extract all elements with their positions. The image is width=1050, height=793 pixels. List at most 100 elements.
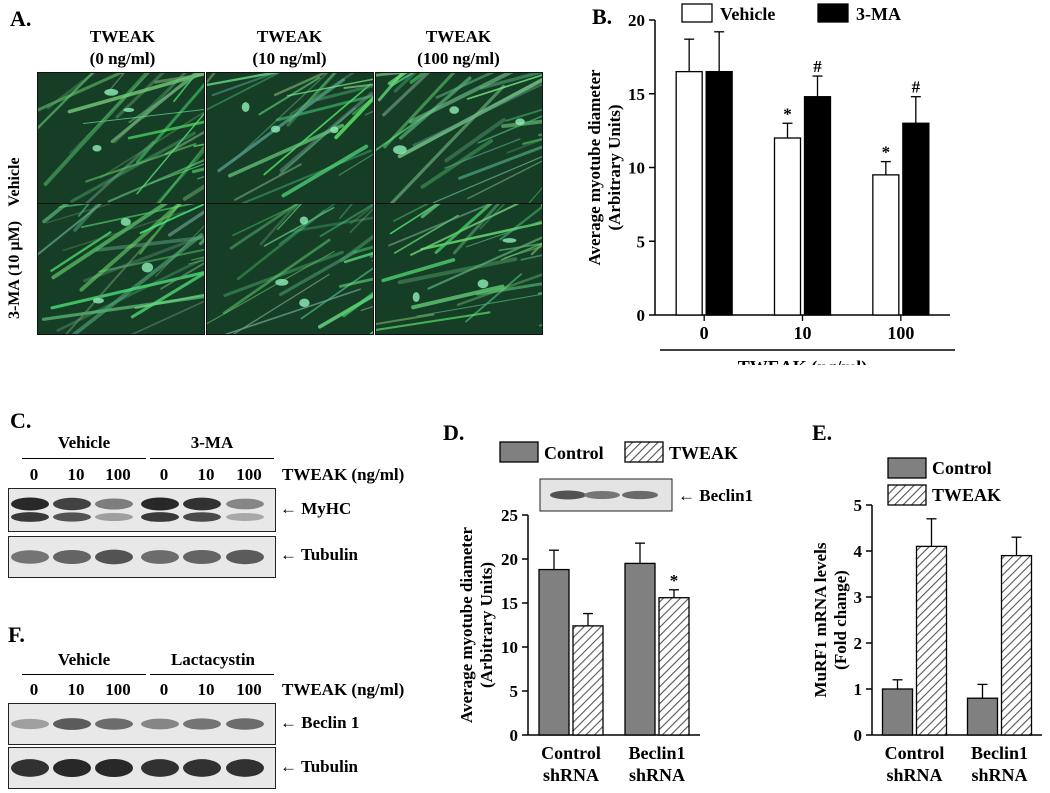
y-tick-label: 0 bbox=[510, 726, 519, 745]
panel-label: B. bbox=[592, 4, 612, 29]
myotube-fibre bbox=[376, 313, 435, 326]
myotube-fibre bbox=[50, 270, 204, 310]
myotube-fibre bbox=[236, 209, 326, 281]
band bbox=[183, 512, 221, 522]
myotube-fibre bbox=[138, 204, 182, 255]
y-axis-label: MuRF1 mRNA levels bbox=[811, 542, 830, 697]
cell-cluster bbox=[92, 297, 104, 304]
cell-cluster bbox=[92, 144, 102, 152]
myotube-fibre bbox=[231, 73, 329, 163]
x-tick-label: 10 bbox=[794, 323, 812, 343]
myotube-fibre bbox=[38, 73, 95, 130]
arrow-icon: ← bbox=[280, 499, 297, 518]
micrograph-vehicle-100 bbox=[375, 72, 543, 204]
myotube-fibre bbox=[467, 160, 542, 200]
significance-mark: # bbox=[912, 78, 921, 97]
group-line bbox=[150, 674, 274, 675]
myotube-fibre bbox=[433, 156, 542, 203]
myotube-fibre bbox=[167, 210, 204, 237]
myotube-fibre bbox=[135, 82, 204, 164]
bar bbox=[658, 597, 690, 736]
lane-label: 100 bbox=[105, 680, 131, 699]
cell-cluster bbox=[123, 107, 135, 113]
myotube-fibre bbox=[458, 145, 542, 180]
bar bbox=[773, 137, 802, 316]
x-tick-label: 0 bbox=[700, 323, 709, 343]
bar bbox=[902, 122, 930, 316]
bar bbox=[624, 562, 656, 736]
myotube-fibre bbox=[263, 206, 335, 247]
significance-mark: # bbox=[813, 57, 822, 76]
myotube-fibre bbox=[319, 204, 373, 238]
band bbox=[53, 512, 91, 522]
myotube-fibre bbox=[435, 73, 495, 99]
myotube-fibre bbox=[207, 250, 335, 325]
myotube-fibre bbox=[211, 73, 278, 97]
band bbox=[95, 512, 133, 522]
myotube-fibre bbox=[427, 236, 542, 290]
myotube-fibre bbox=[107, 159, 204, 203]
myotube-fibre bbox=[43, 73, 150, 186]
legend-label: Vehicle bbox=[720, 4, 775, 24]
myotube-fibre bbox=[381, 258, 456, 283]
myotube-fibre bbox=[520, 254, 542, 261]
band bbox=[183, 549, 221, 565]
inset-band bbox=[550, 490, 586, 500]
legend-label: Control bbox=[932, 458, 992, 478]
myotube-fibre bbox=[164, 130, 204, 156]
band-label: MyHC bbox=[301, 499, 352, 518]
x-tick-label: Beclin1 bbox=[629, 743, 686, 763]
group-line bbox=[22, 674, 146, 675]
band-label: Tubulin bbox=[300, 757, 358, 776]
myotube-fibre bbox=[83, 235, 203, 283]
myotube-fibre bbox=[343, 83, 373, 90]
band-label-myhc: ← MyHC bbox=[280, 499, 351, 519]
micrograph-3ma-10 bbox=[206, 203, 374, 335]
band bbox=[183, 718, 221, 730]
myotube-fibre bbox=[155, 148, 204, 203]
y-tick-label: 25 bbox=[501, 506, 518, 525]
myotube-fibre bbox=[217, 78, 345, 173]
band bbox=[141, 718, 179, 730]
myotube-fibre bbox=[71, 233, 204, 334]
myotube-fibre bbox=[397, 257, 518, 285]
y-tick-label: 2 bbox=[854, 634, 863, 653]
myotube-fibre bbox=[46, 73, 96, 110]
myotube-fibre bbox=[224, 288, 361, 334]
y-tick-label: 20 bbox=[628, 11, 645, 30]
cell-cluster bbox=[502, 238, 517, 243]
myotube-fibre bbox=[338, 153, 373, 176]
y-tick-label: 4 bbox=[854, 542, 863, 561]
myotube-fibre bbox=[382, 73, 431, 117]
blot-myhc bbox=[8, 488, 276, 532]
myotube-fibre bbox=[38, 73, 125, 112]
band bbox=[11, 759, 49, 777]
lane-label: 0 bbox=[159, 465, 169, 484]
significance-mark: * bbox=[670, 571, 679, 590]
bar bbox=[915, 545, 948, 736]
myotube-fibre bbox=[389, 84, 506, 203]
x-tick-label: shRNA bbox=[971, 765, 1027, 785]
lane-label: 10 bbox=[67, 680, 85, 699]
group-label-vehicle: Vehicle bbox=[57, 650, 111, 669]
myotube-fibre bbox=[338, 277, 373, 288]
myotube-fibre bbox=[377, 73, 405, 102]
myotube-fibre bbox=[110, 73, 199, 143]
cell-cluster bbox=[275, 278, 289, 286]
myotube-fibre bbox=[383, 73, 456, 149]
cell-cluster bbox=[120, 217, 131, 226]
band bbox=[95, 498, 133, 510]
y-axis-label: (Arbitrary Units) bbox=[605, 104, 624, 230]
myotube-fibre bbox=[99, 111, 204, 179]
micrograph-background bbox=[207, 204, 373, 334]
myotube-fibre bbox=[130, 300, 204, 334]
myotube-fibre bbox=[444, 138, 521, 169]
column-header-0: TWEAK (0 ng/ml) bbox=[40, 26, 205, 70]
group-line bbox=[150, 458, 274, 459]
myotube-fibre bbox=[56, 257, 204, 332]
myotube-fibre bbox=[150, 163, 204, 184]
x-tick-label: shRNA bbox=[543, 765, 599, 785]
y-axis-label: Average myotube diameter bbox=[457, 527, 476, 724]
myotube-fibre bbox=[160, 262, 204, 290]
myotube-fibre bbox=[50, 231, 112, 272]
